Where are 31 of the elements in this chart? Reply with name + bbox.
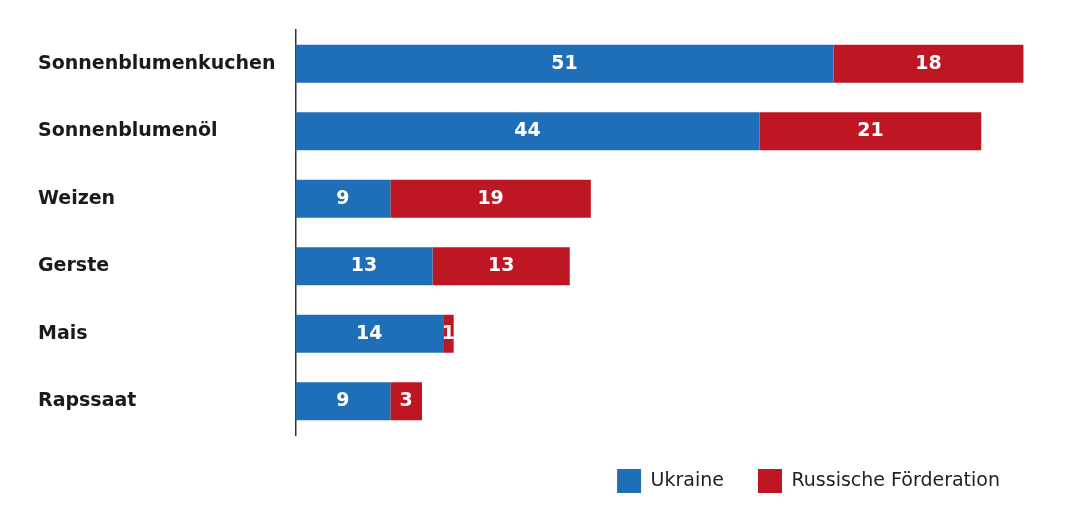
- data-label: 19: [477, 185, 504, 208]
- y-tick-label: Mais: [38, 320, 88, 343]
- data-label: 13: [350, 253, 378, 276]
- y-tick-label: Weizen: [38, 185, 116, 208]
- data-label: 9: [336, 185, 350, 208]
- data-label: 3: [399, 388, 413, 411]
- bar: [295, 314, 444, 353]
- y-tick-label: Rapssaat: [38, 388, 137, 411]
- legend-label: Ukraine: [650, 467, 724, 490]
- data-label: 44: [514, 118, 541, 141]
- bar: [432, 247, 570, 286]
- bar: [295, 247, 433, 286]
- data-label: 9: [336, 388, 350, 411]
- data-label: 13: [487, 253, 515, 276]
- data-label: 14: [356, 320, 383, 343]
- bar: [390, 179, 591, 218]
- bar: [295, 112, 760, 151]
- bar: [295, 44, 834, 83]
- y-tick-label: Gerste: [38, 253, 110, 276]
- bar: [295, 179, 391, 218]
- data-label: 1: [441, 320, 456, 343]
- bar: [759, 112, 982, 151]
- bar: [390, 382, 423, 421]
- y-tick-label: Sonnenblumenkuchen: [38, 50, 276, 73]
- bar: [295, 382, 391, 421]
- data-label: 21: [857, 118, 884, 141]
- y-tick-label: Sonnenblumenöl: [38, 118, 218, 141]
- legend-label: Russische Förderation: [791, 467, 1001, 490]
- data-label: 51: [551, 50, 578, 73]
- bar: [833, 44, 1024, 83]
- data-label: 18: [915, 50, 942, 73]
